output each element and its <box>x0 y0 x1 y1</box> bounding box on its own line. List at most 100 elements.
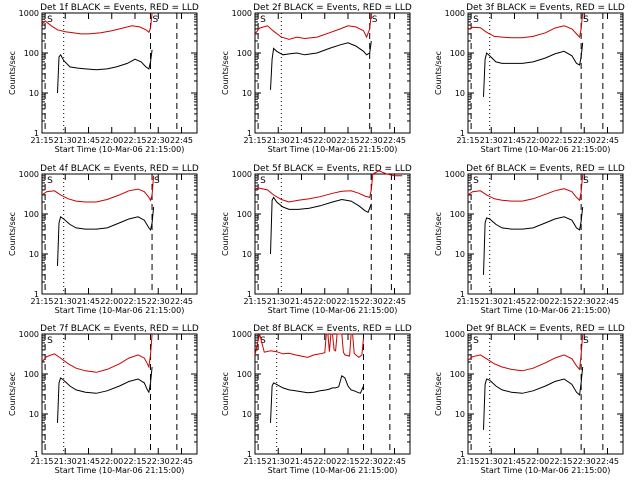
y-axis-label: Counts/sec <box>221 51 230 95</box>
y-tick-label: 1000 <box>232 170 252 179</box>
x-tick-label: 22:00 <box>526 457 549 466</box>
series-line <box>483 42 584 97</box>
series-line <box>467 333 584 372</box>
x-tick-label: 22:15 <box>336 457 359 466</box>
y-tick-label: 10 <box>455 89 465 98</box>
x-tick-label: 22:30 <box>147 297 170 306</box>
corner-label: S <box>260 15 266 25</box>
series-line <box>41 12 153 35</box>
y-tick-label: 1000 <box>19 170 39 179</box>
x-tick-label: 21:30 <box>54 457 77 466</box>
y-tick-label: 10 <box>242 250 252 259</box>
x-tick-label: 22:00 <box>526 136 549 145</box>
chart-title: Det 5f BLACK = Events, RED = LLD <box>253 164 412 174</box>
y-tick-label: 10 <box>29 250 39 259</box>
series-line <box>57 49 153 94</box>
x-tick-label: 21:45 <box>503 457 526 466</box>
corner-label: S <box>153 15 159 25</box>
x-axis-label: Start Time (10-Mar-06 21:15:00) <box>481 306 611 315</box>
y-tick-label: 1 <box>34 129 39 138</box>
x-tick-label: 22:30 <box>360 297 383 306</box>
x-tick-label: 21:15 <box>243 136 266 145</box>
corner-label: S <box>260 176 266 186</box>
x-axis-label: Start Time (10-Mar-06 21:15:00) <box>268 145 398 154</box>
series-line <box>270 40 372 90</box>
x-tick-label: 22:30 <box>573 297 596 306</box>
x-tick-label: 22:30 <box>360 457 383 466</box>
x-tick-label: 22:45 <box>383 457 406 466</box>
series-line <box>41 333 153 373</box>
chart-panel: Det 9f BLACK = Events, RED = LLD 1 10 100 10… <box>434 324 625 475</box>
x-tick-label: 21:30 <box>267 457 290 466</box>
y-tick-label: 1 <box>460 450 465 459</box>
corner-label: S <box>47 336 53 346</box>
corner-label: S <box>583 15 589 25</box>
y-tick-label: 10 <box>242 89 252 98</box>
series-line <box>270 196 372 255</box>
series-line <box>57 366 153 423</box>
series-line <box>483 366 584 430</box>
x-tick-label: 21:15 <box>30 457 53 466</box>
x-tick-label: 21:30 <box>480 457 503 466</box>
series-line <box>254 333 364 359</box>
chart-panel: Det 7f BLACK = Events, RED = LLD 1 10 100 10… <box>8 324 199 475</box>
plot-frame <box>254 173 411 295</box>
x-tick-label: 22:15 <box>336 297 359 306</box>
chart-panel: Det 6f BLACK = Events, RED = LLD 1 10 100 10… <box>434 164 625 315</box>
y-tick-label: 100 <box>450 49 465 58</box>
y-tick-label: 100 <box>237 370 252 379</box>
corner-label: S <box>473 176 479 186</box>
x-tick-label: 21:30 <box>267 136 290 145</box>
corner-label: S <box>473 336 479 346</box>
x-axis-label: Start Time (10-Mar-06 21:15:00) <box>55 145 185 154</box>
corner-label: S <box>583 336 589 346</box>
series-line <box>254 12 372 40</box>
y-tick-label: 1000 <box>19 330 39 339</box>
y-axis-label: Counts/sec <box>8 212 17 256</box>
x-tick-label: 21:15 <box>456 136 479 145</box>
x-tick-label: 22:00 <box>313 136 336 145</box>
x-tick-label: 21:45 <box>77 136 100 145</box>
y-tick-label: 1000 <box>445 330 465 339</box>
y-tick-label: 100 <box>450 370 465 379</box>
x-tick-label: 22:45 <box>170 457 193 466</box>
x-tick-label: 22:30 <box>573 457 596 466</box>
plot-frame <box>41 173 198 295</box>
y-tick-label: 1000 <box>445 9 465 18</box>
x-tick-label: 21:15 <box>30 136 53 145</box>
y-tick-label: 100 <box>237 49 252 58</box>
x-tick-label: 22:45 <box>596 457 619 466</box>
chart-panel: Det 5f BLACK = Events, RED = LLD 1 10 100 10… <box>221 164 412 315</box>
chart-panel: Det 1f BLACK = Events, RED = LLD 1 10 100 10… <box>8 3 199 154</box>
y-axis-label: Counts/sec <box>221 212 230 256</box>
x-axis-label: Start Time (10-Mar-06 21:15:00) <box>481 145 611 154</box>
y-tick-label: 1000 <box>232 330 252 339</box>
x-tick-label: 22:00 <box>100 297 123 306</box>
x-tick-label: 22:45 <box>596 136 619 145</box>
x-tick-label: 21:15 <box>456 297 479 306</box>
series-line <box>254 170 403 203</box>
corner-label: S <box>473 15 479 25</box>
chart-panel: Det 8f BLACK = Events, RED = LLD 1 10 100 10… <box>221 324 412 475</box>
x-tick-label: 21:45 <box>503 136 526 145</box>
chart-panel: Det 3f BLACK = Events, RED = LLD 1 10 100 10… <box>434 3 625 154</box>
chart-title: Det 6f BLACK = Events, RED = LLD <box>466 164 625 174</box>
y-tick-label: 1 <box>460 290 465 299</box>
corner-label: S <box>583 176 589 186</box>
x-tick-label: 22:15 <box>549 297 572 306</box>
x-tick-label: 22:00 <box>313 297 336 306</box>
chart-title: Det 9f BLACK = Events, RED = LLD <box>466 324 625 334</box>
y-tick-label: 10 <box>29 410 39 419</box>
y-axis-label: Counts/sec <box>434 372 443 416</box>
x-tick-label: 21:15 <box>456 457 479 466</box>
y-tick-label: 1000 <box>445 170 465 179</box>
x-tick-label: 22:45 <box>383 297 406 306</box>
x-tick-label: 21:30 <box>267 297 290 306</box>
x-tick-label: 21:45 <box>503 297 526 306</box>
x-tick-label: 21:45 <box>77 297 100 306</box>
x-tick-label: 21:30 <box>54 136 77 145</box>
x-tick-label: 22:30 <box>360 136 383 145</box>
chart-panel: Det 2f BLACK = Events, RED = LLD 1 10 100 10… <box>221 3 412 154</box>
